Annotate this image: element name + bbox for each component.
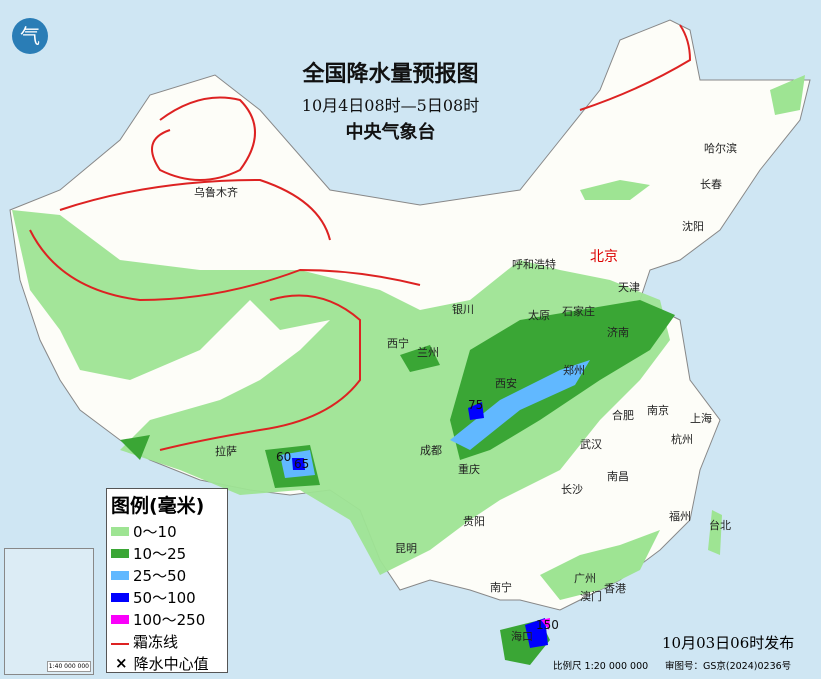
city-label: 呼和浩特: [512, 258, 556, 271]
legend-label: 霜冻线: [133, 632, 179, 651]
city-label: 重庆: [458, 463, 480, 476]
city-label: 海口: [511, 630, 533, 643]
forecast-period: 10月4日08时—5日08时: [301, 96, 480, 115]
cma-logo: 气: [12, 18, 48, 54]
legend-item: 25～50: [111, 564, 223, 586]
legend-swatch: [111, 526, 129, 536]
map-scale: 比例尺 1:20 000 000: [553, 661, 649, 672]
rain-100-250: [541, 618, 550, 630]
legend-title: 图例(毫米): [111, 495, 205, 517]
legend-swatch: [111, 548, 129, 558]
city-label: 合肥: [612, 409, 634, 422]
rain-10-25: [120, 300, 675, 488]
city-label: 南昌: [607, 470, 629, 483]
city-label: 杭州: [671, 433, 693, 446]
city-label: 台北: [709, 519, 731, 532]
city-label: 石家庄: [562, 305, 595, 318]
legend-label: 25～50: [133, 566, 187, 585]
frost-lines: [29, 24, 692, 451]
city-label: 天津: [618, 281, 640, 294]
legend: 图例(毫米) 0～10 10～25 25～50 50～100 100～250 霜…: [106, 488, 228, 673]
issue-time: 10月03日06时发布: [662, 634, 795, 652]
inset-scale: 1:40 000 000: [46, 661, 91, 672]
legend-swatch: [111, 570, 129, 580]
legend-item: 100～250: [111, 608, 223, 630]
city-label: 乌鲁木齐: [194, 186, 238, 199]
city-label: 沈阳: [682, 220, 704, 233]
city-label: 香港: [604, 582, 626, 595]
city-label: 广州: [574, 572, 596, 585]
legend-label: 10～25: [133, 544, 187, 563]
city-label: 银川: [452, 303, 474, 316]
city-label: 兰州: [417, 346, 439, 359]
city-label: 西宁: [387, 337, 409, 350]
rain-0-10-south: [540, 530, 660, 600]
legend-label: 0～10: [133, 522, 177, 541]
legend-item: 0～10: [111, 520, 223, 542]
city-label: 昆明: [395, 542, 417, 555]
legend-item: 50～100: [111, 586, 223, 608]
city-label: 南宁: [490, 581, 512, 594]
issuer: 中央气象台: [345, 122, 436, 143]
legend-label: 50～100: [133, 588, 196, 607]
legend-item: 10～25: [111, 542, 223, 564]
center-value: 75: [468, 398, 484, 412]
south-china-sea-inset: 1:40 000 000: [4, 548, 94, 675]
review-number: 审图号：GS京(2024)0236号: [665, 661, 792, 672]
legend-item: × 降水中心值: [111, 652, 223, 674]
city-label: 长春: [700, 178, 722, 191]
logo-text: 气: [20, 24, 40, 48]
city-label: 西安: [495, 377, 517, 390]
cross-icon: ×: [115, 654, 128, 672]
city-label: 澳门: [580, 590, 602, 603]
city-label: 北京: [590, 249, 618, 265]
city-label: 武汉: [580, 438, 602, 451]
legend-swatch: [111, 614, 129, 624]
city-label: 南京: [647, 404, 669, 417]
center-value: 60: [276, 450, 292, 464]
frost-line: [151, 96, 256, 181]
taiwan-island: [708, 510, 722, 555]
center-value: 65: [294, 457, 310, 471]
city-label: 福州: [669, 510, 691, 523]
legend-label: 100～250: [133, 610, 206, 629]
map-title: 全国降水量预报图: [302, 62, 479, 87]
center-value: 150: [536, 618, 559, 632]
city-label: 济南: [607, 326, 629, 339]
frost-line-icon: [111, 638, 129, 645]
legend-item: 霜冻线: [111, 630, 223, 652]
city-label: 拉萨: [215, 445, 237, 458]
city-label: 哈尔滨: [704, 142, 737, 155]
frost-line: [59, 178, 331, 241]
city-label: 太原: [528, 309, 550, 322]
city-label: 郑州: [563, 364, 585, 377]
rain-25-50: [280, 360, 590, 478]
legend-swatch: [111, 592, 129, 602]
city-label: 上海: [690, 412, 712, 425]
frost-line: [579, 24, 692, 111]
legend-label: 降水中心值: [133, 654, 209, 673]
rain-0-10: [12, 210, 670, 575]
rain-0-10-northeast: [580, 75, 805, 200]
city-label: 长沙: [561, 483, 583, 496]
frost-line: [159, 294, 361, 451]
city-label: 贵阳: [463, 515, 485, 528]
city-label: 成都: [420, 444, 442, 457]
frost-line: [29, 229, 421, 302]
